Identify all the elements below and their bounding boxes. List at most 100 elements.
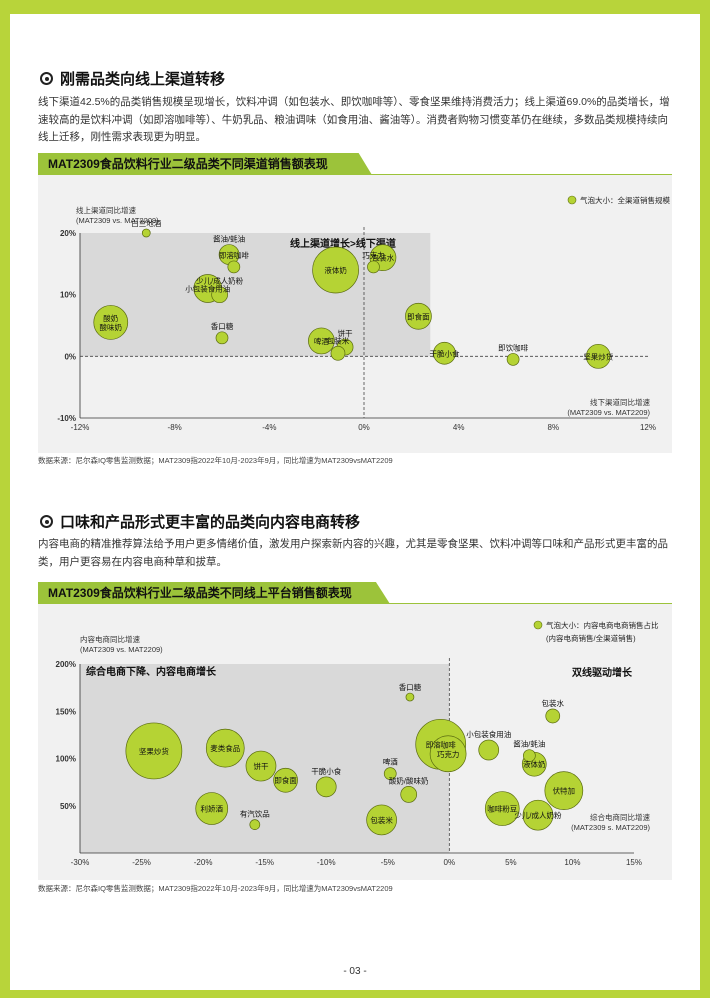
y-axis-title: 内容电商同比增速(MAT2309 vs. MAT2209) (80, 634, 163, 654)
bubble-label: 麦类食品 (210, 743, 240, 753)
y-tick-label: 10% (60, 291, 76, 300)
bubble (330, 345, 346, 361)
bubble-label: 酸奶酸味奶 (100, 313, 123, 332)
bubble (522, 799, 554, 831)
x-axis-title: 综合电商同比增速(MAT2309 s. MAT2209) (571, 812, 650, 832)
bubble-label: 酸奶/酸味奶 (389, 775, 429, 785)
bubble-label: 干脆小食 (311, 766, 341, 776)
x-tick-label: -12% (71, 423, 90, 432)
x-tick-label: 4% (453, 423, 465, 432)
bubble (205, 728, 245, 768)
bubble-label: 液体奶 (523, 759, 546, 769)
x-tick-label: 12% (640, 423, 656, 432)
bubble (245, 750, 277, 782)
x-tick-label: -25% (132, 858, 151, 867)
x-tick-label: -10% (317, 858, 336, 867)
bubble-label: 小包装食用油 (466, 729, 511, 739)
section2-paragraph: 内容电商的精准推荐算法给予用户更多情绪价值，激发用户探索新内容的兴趣，尤其是零食… (38, 538, 668, 568)
bubble (273, 767, 298, 793)
y-tick-label: 0% (64, 352, 76, 361)
bubble-label: 伏特加 (553, 786, 576, 796)
x-tick-label: 0% (358, 423, 370, 432)
x-axis-title: 线下渠道同比增速(MAT2309 vs. MAT2209) (567, 397, 650, 417)
bubble-label: 即溶咖啡 (426, 739, 456, 749)
chart1-banner: MAT2309食品饮料行业二级品类不同渠道销售额表现 (38, 153, 372, 175)
page-number: - 03 - (343, 966, 367, 977)
bubble-label: 干脆小食 (429, 348, 459, 358)
bubble (383, 767, 397, 780)
x-tick-label: -30% (71, 858, 90, 867)
quadrant-label: 综合电商下降、内容电商增长 (86, 665, 217, 678)
section1-paragraph: 线下渠道42.5%的品类销售规模呈现增长，饮料冲调（如包装水、即饮咖啡等）、零食… (38, 96, 670, 143)
x-tick-label: 0% (444, 858, 456, 867)
bubble-label: 白兰地酒 (131, 218, 161, 228)
bubble (585, 343, 611, 369)
x-tick-label: -20% (194, 858, 213, 867)
bubble (545, 708, 561, 724)
bubble-label: 包装米 (327, 335, 350, 345)
bubble (315, 776, 337, 798)
chart1-panel: -12% -8% -4% 0% 4% 8% 12% -10% 0% 10% 20% 线上渠道同比增速(… (38, 175, 672, 453)
bubble (523, 749, 536, 763)
bubble-label: 即溶咖啡 (219, 250, 249, 260)
bubble-label: 包装水 (372, 253, 395, 263)
bubble (405, 692, 415, 702)
bubble (429, 735, 467, 773)
x-tick-label: 10% (564, 858, 580, 867)
bubble (125, 722, 183, 780)
bubble-label: 包装米 (370, 815, 393, 825)
bubble-label: 酱油/蚝油 (513, 739, 545, 749)
x-tick-label: -8% (168, 423, 182, 432)
bubble-label: 香口糖 (399, 682, 422, 692)
bubble (506, 353, 520, 366)
bubble (433, 341, 456, 365)
bubble-label: 酱油/蚝油 (213, 234, 245, 244)
bubble-label: 啤酒 (383, 757, 398, 767)
x-tick-label: 5% (505, 858, 517, 867)
bubble-label: 即饮咖啡 (498, 342, 528, 352)
bubble-label: 即食面 (407, 311, 430, 321)
bubble-label: 有汽饮品 (240, 809, 270, 819)
bubble (400, 786, 418, 803)
section1-title: 刚需品类向线上渠道转移 (40, 68, 225, 89)
chart2-banner: MAT2309食品饮料行业二级品类不同线上平台销售额表现 (38, 582, 390, 604)
bubble-label: 少儿/成人奶粉 (514, 810, 562, 820)
bubble-label: 咖啡粉豆 (487, 804, 517, 814)
bubble (141, 228, 151, 238)
chart2-banner-line (38, 603, 672, 604)
chart2-panel: -30% -25% -20% -15% -10% -5% 0% 5% 10% 15% 50% 100%… (38, 604, 672, 880)
bubble-label: 饼干 (253, 761, 268, 771)
bubble-label: 香口糖 (211, 321, 234, 331)
target-bullet-icon (40, 515, 53, 528)
target-bullet-icon (40, 72, 53, 85)
bubble-label: 少儿/成人奶粉 (196, 276, 244, 286)
section2-title: 口味和产品形式更丰富的品类向内容电商转移 (40, 511, 360, 532)
report-page: 刚需品类向线上渠道转移 线下渠道42.5%的品类销售规模呈现增长，饮料冲调（如包… (10, 14, 700, 990)
bubble (211, 286, 228, 304)
bubble (544, 771, 584, 810)
quadrant-label-right: 双线驱动增长 (572, 666, 633, 679)
y-tick-label: 200% (56, 660, 76, 669)
bubble-label: 饼干 (338, 328, 353, 338)
bubble (195, 792, 229, 825)
bubble (308, 327, 335, 355)
bubble (484, 791, 520, 826)
quadrant-label: 线上渠道增长>线下渠道 (290, 237, 396, 250)
bubble-label: 巧克力 (437, 749, 460, 759)
bubble-label: 利娇酒 (200, 804, 223, 814)
y-tick-label: 100% (56, 755, 76, 764)
chart1-source: 数据来源：尼尔森IQ零售监测数据；MAT2309指2022年10月-2023年9… (38, 456, 393, 465)
x-tick-label: -5% (381, 858, 395, 867)
legend-label: 气泡大小：全渠道销售规模 (580, 195, 670, 205)
legend-label: 气泡大小：内容电商电商销售占比(内容电商销售/全渠道销售) (546, 620, 659, 643)
bubble (478, 739, 500, 761)
chart2-bubble-chart: -30% -25% -20% -15% -10% -5% 0% 5% 10% 15% 50% 100%… (56, 620, 659, 867)
bubble-label: 小包装食用油 (185, 284, 230, 294)
legend-bubble-icon (567, 195, 577, 205)
bubble (405, 302, 432, 330)
x-tick-label: -15% (255, 858, 274, 867)
bubble-label: 坚果炒货 (583, 351, 613, 361)
y-tick-label: 150% (56, 707, 76, 716)
bubble (366, 804, 397, 836)
y-axis-title: 线上渠道同比增速(MAT2309 vs. MAT2209) (76, 205, 159, 225)
